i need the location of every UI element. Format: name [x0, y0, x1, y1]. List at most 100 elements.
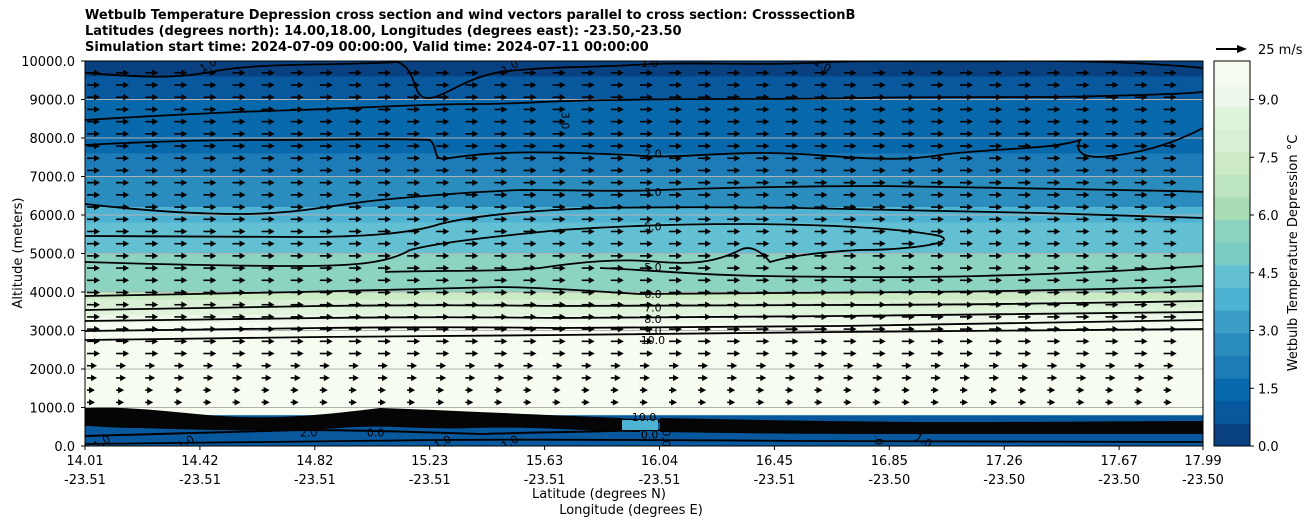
gridlines	[85, 61, 1203, 446]
colorbar-tick-label-2: 3.0	[1258, 325, 1279, 340]
wind-arrow	[1163, 216, 1177, 223]
wind-arrow	[1047, 301, 1061, 308]
wind-arrow	[930, 216, 944, 223]
wind-arrow	[319, 228, 333, 235]
wind-arrow	[960, 289, 973, 296]
wind-arrow	[756, 289, 770, 296]
wind-arrow	[1105, 277, 1119, 284]
wind-arrow	[814, 130, 828, 138]
wind-arrow	[610, 142, 624, 150]
wind-arrow	[407, 155, 421, 162]
x-tick-lon-6: -23.51	[753, 473, 795, 488]
wind-arrow	[319, 179, 333, 186]
wind-arrow	[756, 130, 770, 138]
wind-arrow	[930, 203, 944, 211]
wind-arrow	[378, 264, 391, 272]
wind-arrow	[1047, 203, 1061, 211]
wind-arrow	[1134, 386, 1143, 394]
wind-arrow	[843, 94, 857, 101]
wind-arrow	[494, 350, 508, 357]
x-tick-lat-10: 17.99	[1184, 454, 1221, 469]
wind-arrow	[494, 118, 508, 125]
wind-arrow	[960, 277, 973, 284]
wind-arrow	[348, 374, 359, 382]
wind-arrow	[203, 289, 217, 296]
wind-arrow	[407, 277, 421, 284]
wind-arrow	[1018, 277, 1032, 284]
wind-arrow	[698, 167, 712, 174]
wind-arrow	[145, 362, 156, 369]
wind-arrow	[116, 264, 130, 272]
wind-arrow	[1163, 350, 1177, 357]
wind-arrow	[756, 362, 767, 369]
wind-arrow	[989, 399, 998, 406]
wind-arrow	[843, 203, 857, 211]
wind-arrow	[552, 252, 566, 260]
wind-arrow	[756, 264, 770, 272]
wind-arrow	[145, 301, 159, 308]
wind-arrow	[436, 325, 450, 333]
wind-arrow	[872, 325, 886, 333]
wind-arrow	[174, 191, 188, 199]
wind-arrow	[1163, 167, 1177, 174]
colorbar-segment-6	[1214, 287, 1250, 311]
wind-arrow	[581, 240, 595, 247]
wind-arrow	[698, 118, 712, 125]
wind-arrow	[407, 81, 421, 89]
wind-arrow	[1105, 289, 1119, 296]
wind-arrow	[552, 155, 566, 162]
wind-arrow	[1134, 374, 1145, 382]
wind-arrow	[1047, 338, 1061, 345]
wind-arrow	[901, 81, 915, 89]
wind-arrow	[1105, 118, 1119, 125]
wind-arrow	[989, 118, 1003, 125]
wind-arrow	[1163, 81, 1177, 89]
wind-arrow	[1076, 179, 1090, 186]
wind-arrow	[814, 386, 823, 394]
wind-arrow	[1047, 155, 1061, 162]
wind-arrow	[960, 130, 973, 138]
wind-arrow	[87, 94, 100, 101]
wind-arrow	[174, 81, 188, 89]
wind-arrow	[174, 264, 188, 272]
wind-arrow	[1047, 289, 1061, 296]
wind-arrow	[407, 325, 421, 333]
wind-arrow	[843, 69, 857, 77]
wind-arrow	[174, 240, 188, 247]
wind-arrow	[1076, 289, 1090, 296]
wind-arrow	[1018, 179, 1032, 186]
wind-arrow	[145, 94, 159, 101]
contour-label-11: 8.0	[644, 313, 662, 326]
wind-arrow	[261, 191, 275, 199]
x-tick-lat-6: 16.45	[756, 454, 793, 469]
x-tick-lat-5: 16.04	[641, 454, 678, 469]
wind-arrow	[1047, 106, 1061, 113]
wind-arrow	[872, 399, 881, 406]
wind-arrow	[436, 252, 450, 260]
wind-arrow	[930, 118, 944, 125]
wind-arrow	[319, 277, 333, 284]
wind-arrow	[319, 191, 333, 199]
wind-arrow	[1105, 155, 1119, 162]
wind-arrow	[116, 325, 130, 333]
wind-arrow	[465, 228, 479, 235]
wind-arrow	[930, 386, 939, 394]
wind-arrow	[174, 118, 188, 125]
wind-arrow	[930, 191, 944, 199]
wind-arrow	[494, 277, 508, 284]
wind-arrow	[698, 277, 712, 284]
wind-arrow	[639, 203, 653, 211]
surface-gap	[622, 420, 658, 430]
wind-arrow	[785, 374, 796, 382]
contour-label-22: 0.0	[659, 430, 672, 448]
wind-arrow	[843, 338, 857, 345]
wind-arrow	[1105, 216, 1119, 223]
wind-arrow	[407, 240, 421, 247]
wind-arrow	[203, 374, 214, 382]
wind-arrow	[174, 399, 183, 406]
wind-arrow	[727, 374, 738, 382]
wind-arrow	[581, 167, 595, 174]
colorbar-segment-9	[1214, 219, 1250, 243]
wind-arrow	[87, 252, 100, 260]
